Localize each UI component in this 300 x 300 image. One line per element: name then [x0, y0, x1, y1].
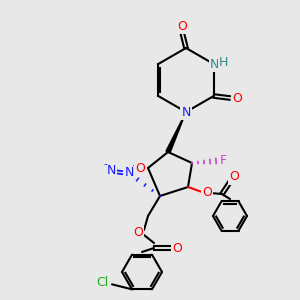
Text: O: O: [133, 226, 143, 238]
Text: O: O: [229, 170, 239, 184]
Text: O: O: [172, 242, 182, 254]
Text: N: N: [124, 167, 134, 179]
Text: N: N: [106, 164, 116, 178]
Text: H: H: [219, 56, 228, 68]
Polygon shape: [166, 112, 186, 153]
Text: O: O: [202, 187, 212, 200]
Text: N: N: [181, 106, 191, 118]
Text: -: -: [103, 159, 107, 169]
Text: O: O: [177, 20, 187, 32]
Text: +: +: [131, 161, 139, 171]
Text: O: O: [232, 92, 242, 104]
Text: Cl: Cl: [96, 276, 108, 289]
Text: O: O: [135, 161, 145, 175]
Text: N: N: [210, 58, 219, 70]
Text: F: F: [219, 154, 226, 167]
